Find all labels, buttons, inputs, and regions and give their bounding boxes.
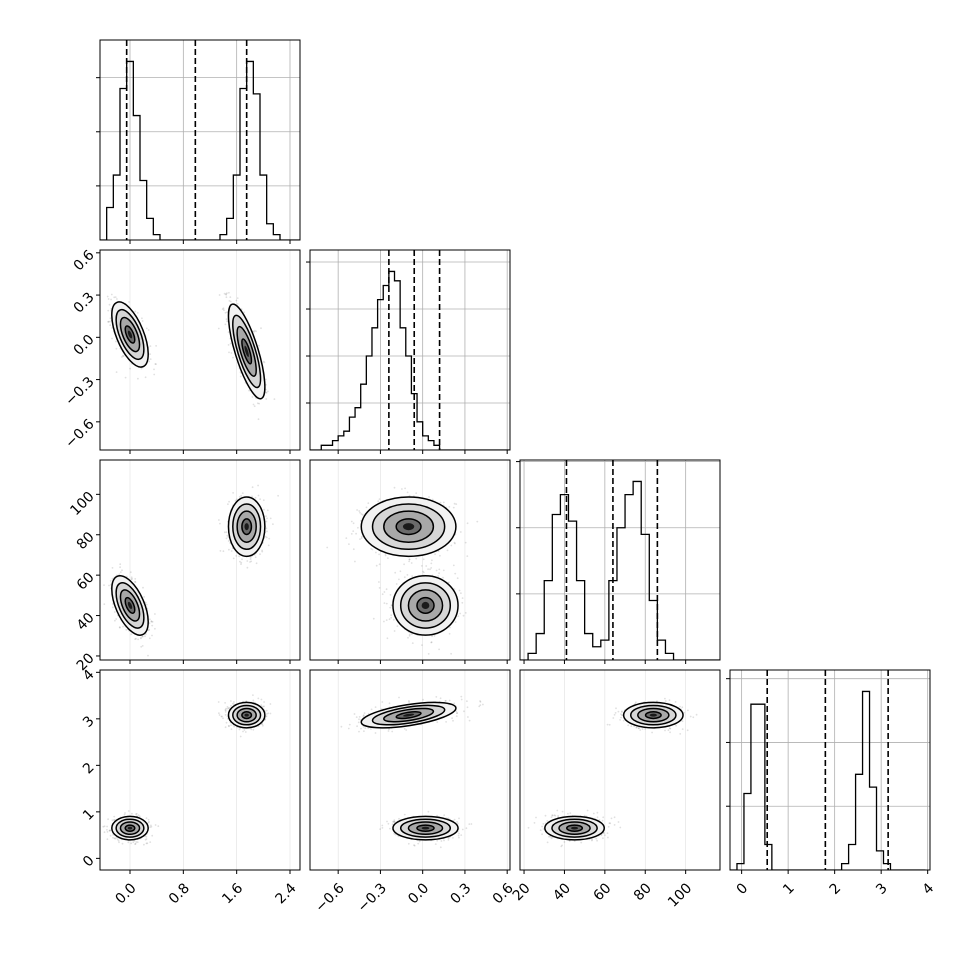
density-peak [244, 345, 249, 358]
density-peak [649, 713, 657, 717]
panel-2-1 [309, 459, 511, 664]
panel-frame [99, 39, 301, 241]
y-tick-label: 3 [80, 713, 98, 731]
panel-1-0: −0.6 −0.3 0.0 0.3 0.6 [62, 247, 301, 454]
panel-frame [99, 669, 301, 871]
y-tick-label: 60 [74, 569, 98, 593]
x-tick-label: 0.8 [166, 880, 193, 907]
panel-1-1 [306, 249, 511, 454]
x-tick-label: −0.3 [355, 880, 390, 915]
panel-2-2 [516, 459, 721, 664]
x-tick-label: 2.4 [273, 880, 300, 907]
density-peak [571, 826, 579, 830]
y-tick-label: 1 [80, 806, 98, 824]
y-tick-label: 40 [74, 610, 98, 634]
x-tick-label: 4 [920, 880, 938, 898]
panel-frame [309, 459, 511, 661]
y-tick-label: −0.6 [62, 416, 97, 451]
x-tick-label: 0.0 [405, 880, 432, 907]
y-tick-label: 2 [80, 760, 98, 778]
panel-3-3: 0 1 2 3 4 [726, 669, 938, 898]
panel-3-1: −0.6 −0.3 0.0 0.3 0.6 [309, 669, 517, 916]
y-tick-label: 80 [74, 529, 98, 553]
panel-frame [309, 249, 511, 451]
panel-3-2: 20 40 60 80 100 [510, 669, 721, 911]
density-peak [402, 713, 415, 717]
y-tick-label: 0.0 [71, 332, 98, 359]
density-peak [244, 523, 249, 531]
density-peak [421, 826, 430, 830]
histogram-step-0 [100, 60, 300, 240]
y-tick-label: 100 [67, 489, 97, 519]
panel-frame [99, 249, 301, 451]
x-tick-label: 1 [780, 880, 798, 898]
y-tick-label: −0.3 [62, 374, 97, 409]
density-peak [244, 713, 249, 717]
panel-frame [99, 459, 301, 661]
x-tick-label: 2 [827, 880, 845, 898]
x-tick-label: 20 [510, 880, 534, 904]
panel-frame [519, 669, 721, 871]
y-tick-label: 4 [80, 667, 98, 685]
panel-0-0 [96, 39, 301, 244]
density-peak [402, 523, 415, 531]
x-tick-label: 60 [591, 880, 615, 904]
x-tick-label: 0.3 [447, 880, 474, 907]
x-tick-label: 3 [873, 880, 891, 898]
x-tick-label: 0 [734, 880, 752, 898]
histogram-step-3 [730, 690, 926, 870]
x-tick-label: 0.0 [113, 880, 140, 907]
density-peak [127, 826, 133, 830]
density-peak [127, 601, 133, 609]
x-tick-label: 40 [550, 880, 574, 904]
panel-frame [519, 459, 721, 661]
x-tick-label: 80 [631, 880, 655, 904]
density-peak [127, 330, 133, 339]
histogram-step-1 [310, 270, 510, 450]
x-tick-label: −0.6 [312, 880, 347, 915]
density-peak [421, 601, 430, 609]
y-tick-label: 0.6 [71, 247, 98, 274]
y-tick-label: 0 [80, 853, 98, 871]
panel-frame [309, 669, 511, 871]
panel-frame [729, 669, 931, 871]
histogram-step-2 [520, 480, 720, 660]
y-tick-label: 0.3 [71, 289, 98, 316]
x-tick-label: 1.6 [219, 880, 246, 907]
x-tick-label: 100 [665, 880, 695, 910]
panel-3-0: 0 1 2 3 4 0.0 0.8 1.6 2.4 [80, 667, 301, 907]
